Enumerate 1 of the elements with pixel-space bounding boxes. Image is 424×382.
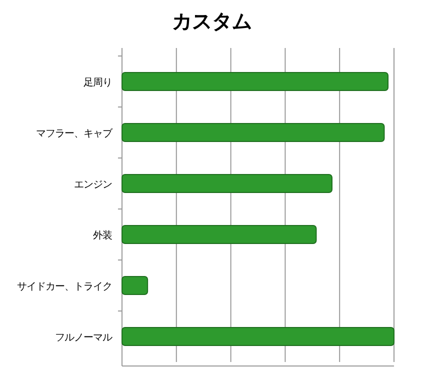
- title: カスタム: [172, 9, 252, 33]
